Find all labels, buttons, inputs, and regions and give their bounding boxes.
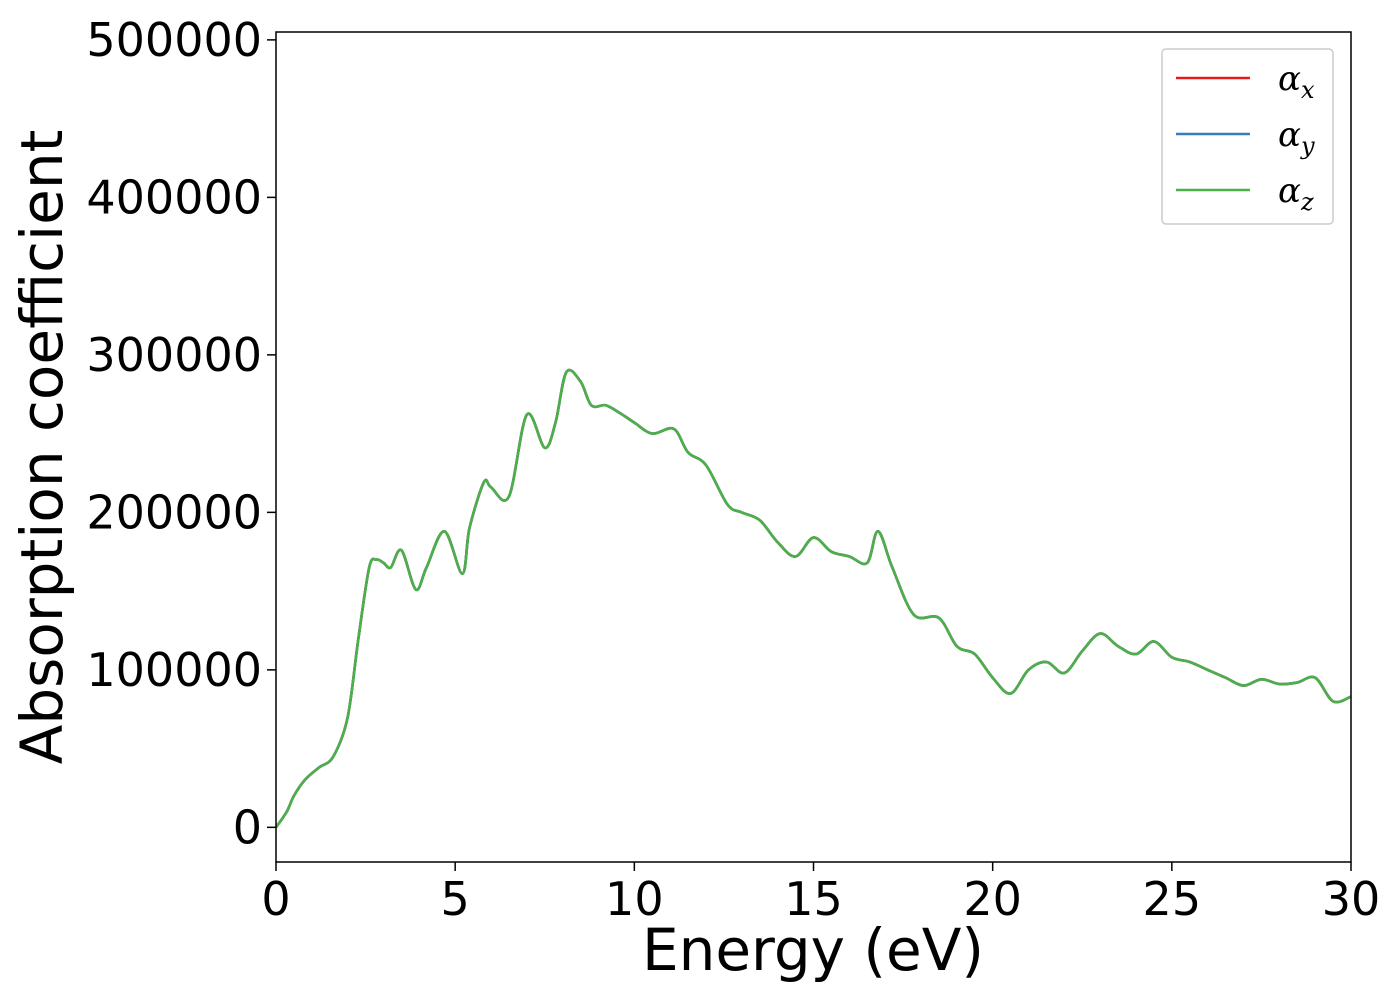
y-tick-label: 500000	[86, 13, 262, 67]
plot-lines	[274, 368, 1352, 829]
y-tick-label: 100000	[86, 643, 262, 697]
y-tick-label: 0	[233, 800, 262, 854]
legend-label: αx	[1278, 59, 1315, 104]
y-axis-title: Absorption coefficient	[8, 130, 76, 765]
series-line-y	[274, 368, 1352, 829]
legend: αx αy αz	[1161, 48, 1334, 225]
x-tick-label: 30	[1322, 872, 1381, 926]
x-tick-label: 25	[1143, 872, 1202, 926]
x-axis-title: Energy (eV)	[642, 916, 984, 984]
legend-items: αx αy αz	[1176, 59, 1315, 216]
legend-label: αz	[1278, 171, 1314, 216]
y-axis-ticks: 0 100000 200000 300000 400000 500000	[86, 13, 276, 854]
x-tick-label: 10	[605, 872, 664, 926]
x-tick-label: 5	[441, 872, 470, 926]
x-tick-label: 20	[963, 872, 1022, 926]
y-tick-label: 400000	[86, 170, 262, 224]
series-line-z	[274, 368, 1352, 829]
x-tick-label: 15	[784, 872, 843, 926]
y-tick-label: 200000	[86, 485, 262, 539]
x-axis-ticks: 0 5 10 15 20 25 30	[261, 862, 1380, 926]
x-tick-label: 0	[261, 872, 290, 926]
series-line-x	[274, 368, 1352, 829]
y-tick-label: 300000	[86, 328, 262, 382]
legend-box	[1161, 48, 1334, 225]
legend-label: αy	[1278, 115, 1315, 160]
